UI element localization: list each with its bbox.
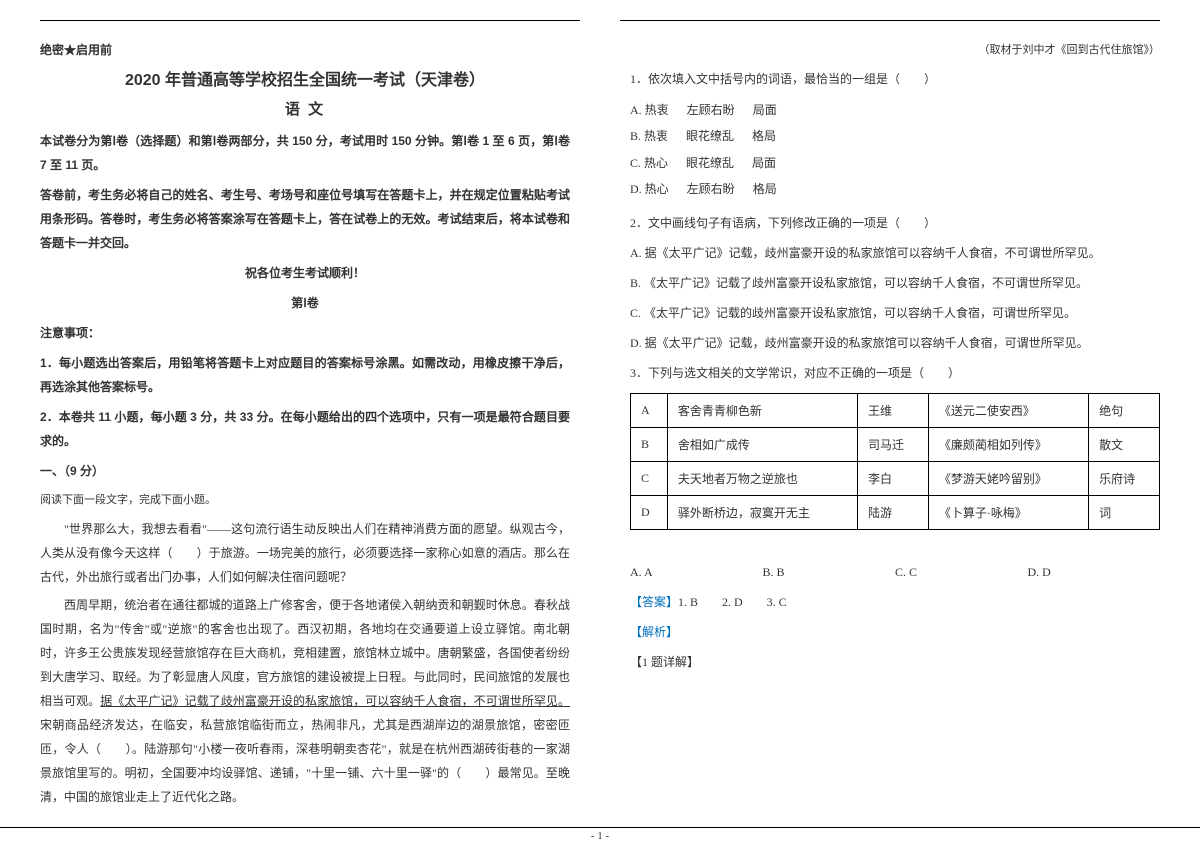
answers-text: 1. B 2. D 3. C	[678, 595, 787, 609]
right-column: （取材于刘中才《回到古代住旅馆》） 1．依次填入文中括号内的词语，最恰当的一组是…	[620, 20, 1160, 800]
q1-opt-a: A. 热衷左顾右盼局面	[630, 97, 884, 123]
page: 绝密★启用前 2020 年普通高等学校招生全国统一考试（天津卷） 语 文 本试卷…	[40, 20, 1160, 800]
ans-choice-b: B. B	[763, 560, 896, 584]
passage-p2: 西周早期，统治者在通往都城的道路上广修客舍，便于各地诸侯入朝纳贡和朝觐时休息。春…	[40, 593, 570, 809]
section-1-heading: 一、（9 分）	[40, 459, 570, 483]
section-1-lead: 阅读下面一段文字，完成下面小题。	[40, 489, 570, 511]
q3-answer-choices: A. A B. B C. C D. D	[630, 560, 1160, 584]
q2-opt-c: C. 《太平广记》记载的歧州富豪开设私家旅馆，可以容纳千人食宿，可谓世所罕见。	[630, 301, 1160, 325]
passage-p2a: 西周早期，统治者在通往都城的道路上广修客舍，便于各地诸侯入朝纳贡和朝觐时休息。春…	[40, 598, 570, 708]
ans-choice-a: A. A	[630, 560, 763, 584]
jiexi-label: 【解析】	[630, 620, 1160, 644]
ans-choice-c: C. C	[895, 560, 1028, 584]
literature-table: A客舍青青柳色新王维《送元二使安西》绝句 B舍相如广成传司马迁《廉颇蔺相如列传》…	[630, 393, 1160, 530]
question-3: 3．下列与选文相关的文学常识，对应不正确的一项是（ ）	[630, 361, 1160, 385]
q1-opt-d: D. 热心左顾右盼格局	[630, 176, 884, 202]
table-row: B舍相如广成传司马迁《廉颇蔺相如列传》散文	[631, 427, 1160, 461]
q1-opt-b: B. 热衷眼花缭乱格局	[630, 123, 884, 149]
q1-options: A. 热衷左顾右盼局面 B. 热衷眼花缭乱格局 C. 热心眼花缭乱局面 D. 热…	[630, 97, 1160, 203]
exam-title: 2020 年普通高等学校招生全国统一考试（天津卷）	[40, 66, 570, 90]
ans-choice-d: D. D	[1028, 560, 1161, 584]
question-2: 2．文中画线句子有语病，下列修改正确的一项是（ ）	[630, 211, 1160, 235]
notice-1: 1．每小题选出答案后，用铅笔将答题卡上对应题目的答案标号涂黑。如需改动，用橡皮擦…	[40, 351, 570, 399]
notice-heading: 注意事项：	[40, 321, 570, 345]
table-row: A客舍青青柳色新王维《送元二使安西》绝句	[631, 393, 1160, 427]
q1-detail: 【1 题详解】	[630, 650, 1160, 674]
notice-2: 2．本卷共 11 小题，每小题 3 分，共 33 分。在每小题给出的四个选项中，…	[40, 405, 570, 453]
table-row: C夫天地者万物之逆旅也李白《梦游天姥吟留别》乐府诗	[631, 461, 1160, 495]
q2-opt-b: B. 《太平广记》记载了歧州富豪开设私家旅馆，可以容纳千人食宿，不可谓世所罕见。	[630, 271, 1160, 295]
left-column: 绝密★启用前 2020 年普通高等学校招生全国统一考试（天津卷） 语 文 本试卷…	[40, 20, 580, 800]
intro-paragraph-1: 本试卷分为第Ⅰ卷（选择题）和第Ⅰ卷两部分，共 150 分，考试用时 150 分钟…	[40, 129, 570, 177]
table-row: D驿外断桥边，寂寞开无主陆游《卜算子·咏梅》词	[631, 495, 1160, 529]
intro-paragraph-2: 答卷前，考生务必将自己的姓名、考生号、考场号和座位号填写在答题卡上，并在规定位置…	[40, 183, 570, 255]
q2-opt-d: D. 据《太平广记》记载，歧州富豪开设的私家旅馆可以容纳千人食宿，可谓世所罕见。	[630, 331, 1160, 355]
confidential-mark: 绝密★启用前	[40, 41, 570, 58]
part-heading: 第Ⅰ卷	[40, 291, 570, 315]
question-1: 1．依次填入文中括号内的词语，最恰当的一组是（ ）	[630, 67, 1160, 91]
answers-label: 【答案】	[630, 595, 678, 609]
passage-underline: 据《太平广记》记载了歧州富豪开设的私家旅馆，可以容纳千人食宿，不可谓世所罕见。	[100, 694, 570, 708]
passage-p2b: 宋朝商品经济发达，在临安，私营旅馆临街而立，热闹非凡，尤其是西湖岸边的湖景旅馆，…	[40, 718, 570, 804]
passage-p1: "世界那么大，我想去看看"——这句流行语生动反映出人们在精神消费方面的愿望。纵观…	[40, 517, 570, 589]
answers-line: 【答案】1. B 2. D 3. C	[630, 590, 1160, 614]
subject-title: 语 文	[40, 98, 570, 119]
q1-opt-c: C. 热心眼花缭乱局面	[630, 150, 884, 176]
q2-opt-a: A. 据《太平广记》记载，歧州富豪开设的私家旅馆可以容纳千人食宿，不可谓世所罕见…	[630, 241, 1160, 265]
passage-source: （取材于刘中才《回到古代住旅馆》）	[630, 41, 1160, 57]
page-footer: - 1 -	[0, 827, 1200, 842]
good-luck: 祝各位考生考试顺利！	[40, 261, 570, 285]
